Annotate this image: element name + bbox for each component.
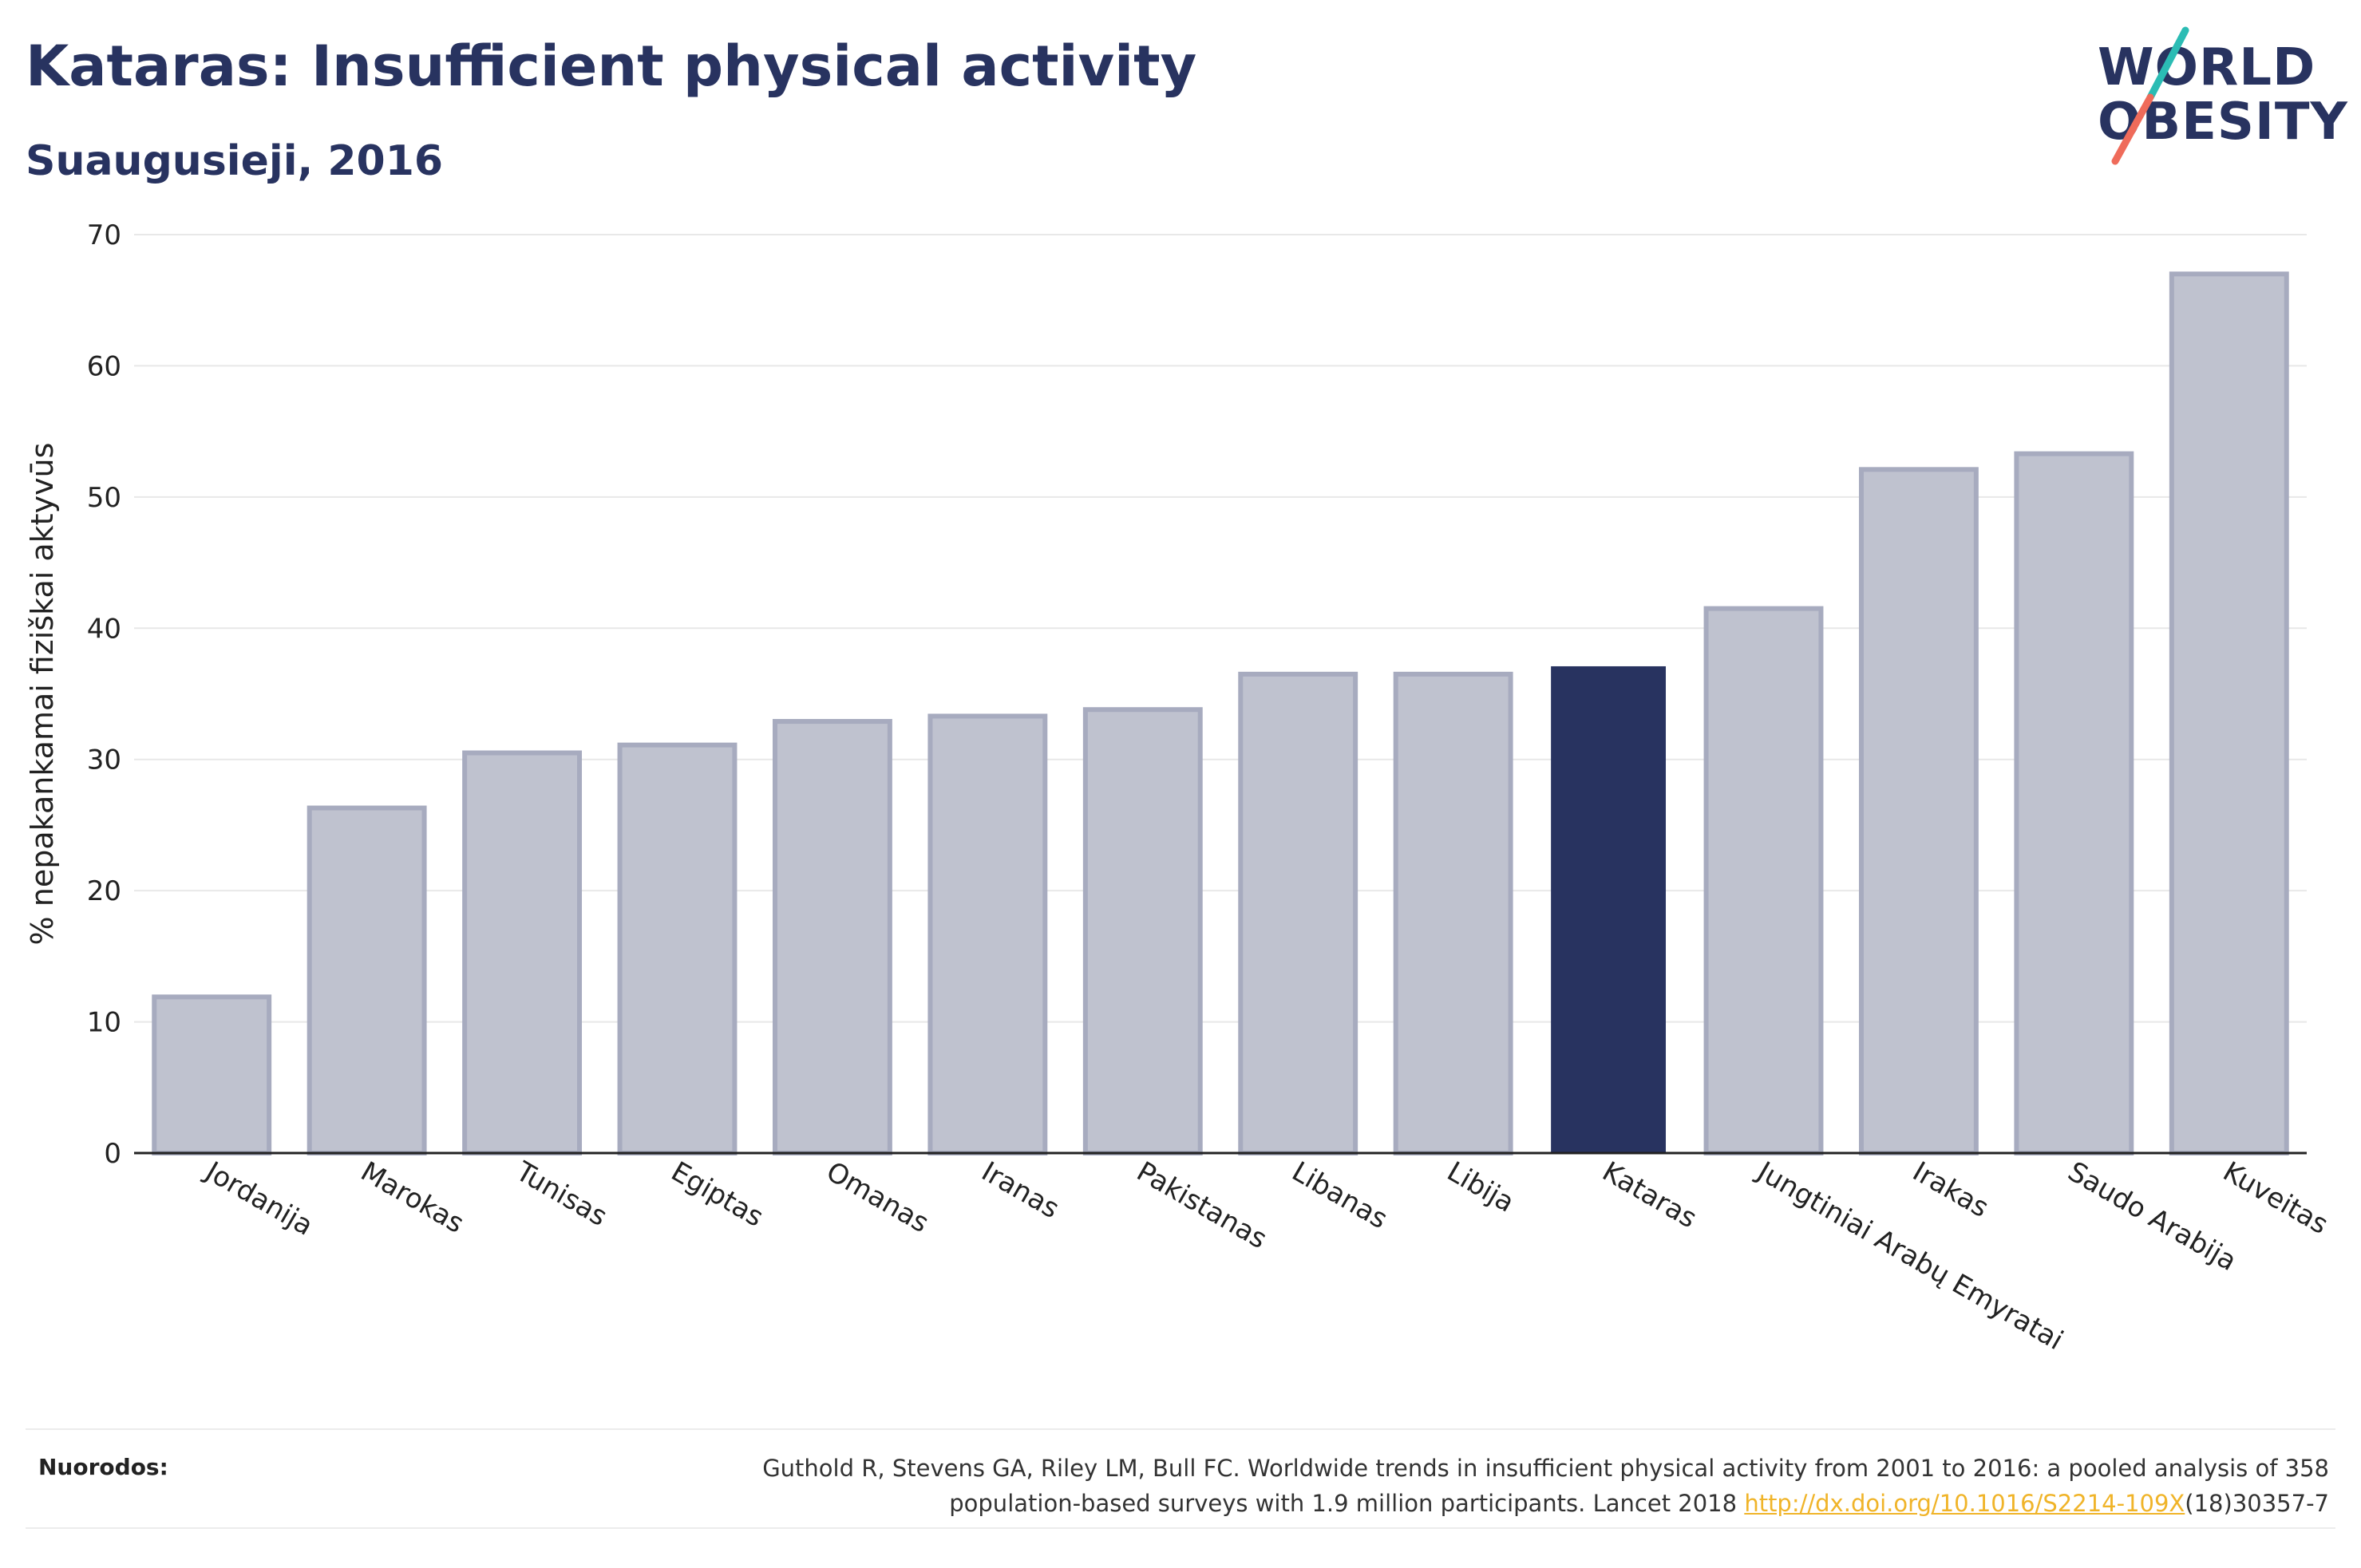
x-tick-label: Marokas (355, 1155, 469, 1240)
bars (152, 271, 2289, 1156)
x-tick-label: Irakas (1907, 1155, 1994, 1224)
logo-slash-icon (2111, 26, 2189, 165)
bar-chart: 0 10 20 30 40 50 60 70 Jordanija Marokas Tunisas Eg… (25, 219, 2334, 1357)
bar-kuveitas (2169, 271, 2289, 1155)
x-tick-label: Egiptas (666, 1155, 769, 1234)
world-obesity-logo: WORLD OBESITY (2091, 24, 2347, 168)
x-tick-label: Kuveitas (2217, 1155, 2333, 1241)
bar-pakistanas (1082, 707, 1203, 1155)
y-tick-label: 40 (87, 613, 121, 645)
footer-divider-top (26, 1428, 2335, 1430)
bar-omanas (772, 719, 892, 1155)
reference-line-2-start: population-based surveys with 1.9 millio… (949, 1490, 1745, 1517)
bar-libanas (1238, 671, 1358, 1155)
x-tick-label: Libija (1442, 1155, 1520, 1218)
bar-egiptas (617, 742, 738, 1155)
chart-title: Kataras: Insufficient physical activity (26, 34, 1197, 99)
logo-line-1: WORLD (2098, 38, 2316, 97)
y-tick-label: 60 (87, 350, 121, 382)
references-label: Nuorodos: (38, 1454, 168, 1480)
x-tick-label: Tunisas (510, 1155, 613, 1233)
y-tick-label: 20 (87, 875, 121, 907)
reference-line-2-end: (18)30357-7 (2185, 1490, 2329, 1517)
grid-lines (134, 234, 2307, 1023)
bar-libija (1393, 671, 1513, 1155)
x-tick-label: Jordanija (199, 1155, 318, 1242)
footer-divider-bottom (26, 1527, 2335, 1529)
y-tick-label: 10 (87, 1007, 121, 1039)
bar-saudo-arabija (2014, 451, 2134, 1155)
x-tick-label: Omanas (821, 1155, 934, 1239)
reference-line-1: Guthold R, Stevens GA, Riley LM, Bull FC… (762, 1455, 2329, 1482)
y-tick-label: 30 (87, 745, 121, 776)
x-tick-label: Jungtiniai Arabų Emyratai (1750, 1155, 2068, 1357)
y-tick-label: 70 (87, 219, 121, 251)
reference-line-2: population-based surveys with 1.9 millio… (573, 1486, 2329, 1521)
x-tick-label: Kataras (1597, 1155, 1703, 1234)
bar-jungtiniai-arabų-emyratai (1703, 606, 1824, 1155)
bar-jordanija (152, 994, 272, 1156)
y-tick-label: 50 (87, 482, 121, 514)
bar-tunisas (462, 750, 583, 1155)
bar-irakas (1858, 467, 1979, 1155)
x-tick-label: Pakistanas (1131, 1155, 1272, 1255)
tick-labels: 0 10 20 30 40 50 60 70 Jordanija Marokas Tunisas Eg… (87, 219, 2334, 1357)
reference-doi-link[interactable]: http://dx.doi.org/10.1016/S2214-109X (1744, 1490, 2185, 1517)
y-tick-label: 0 (104, 1138, 121, 1170)
x-tick-label: Libanas (1287, 1155, 1393, 1235)
references-text: Guthold R, Stevens GA, Riley LM, Bull FC… (573, 1451, 2329, 1521)
bar-kataras (1551, 666, 1667, 1153)
x-tick-label: Iranas (976, 1155, 1065, 1225)
bar-iranas (927, 713, 1048, 1155)
bar-marokas (306, 805, 427, 1155)
chart-subtitle: Suaugusieji, 2016 (26, 137, 444, 185)
y-axis-label: % nepakankamai fiziškai aktyvūs (25, 443, 60, 946)
x-tick-label: Saudo Arabija (2062, 1155, 2242, 1278)
